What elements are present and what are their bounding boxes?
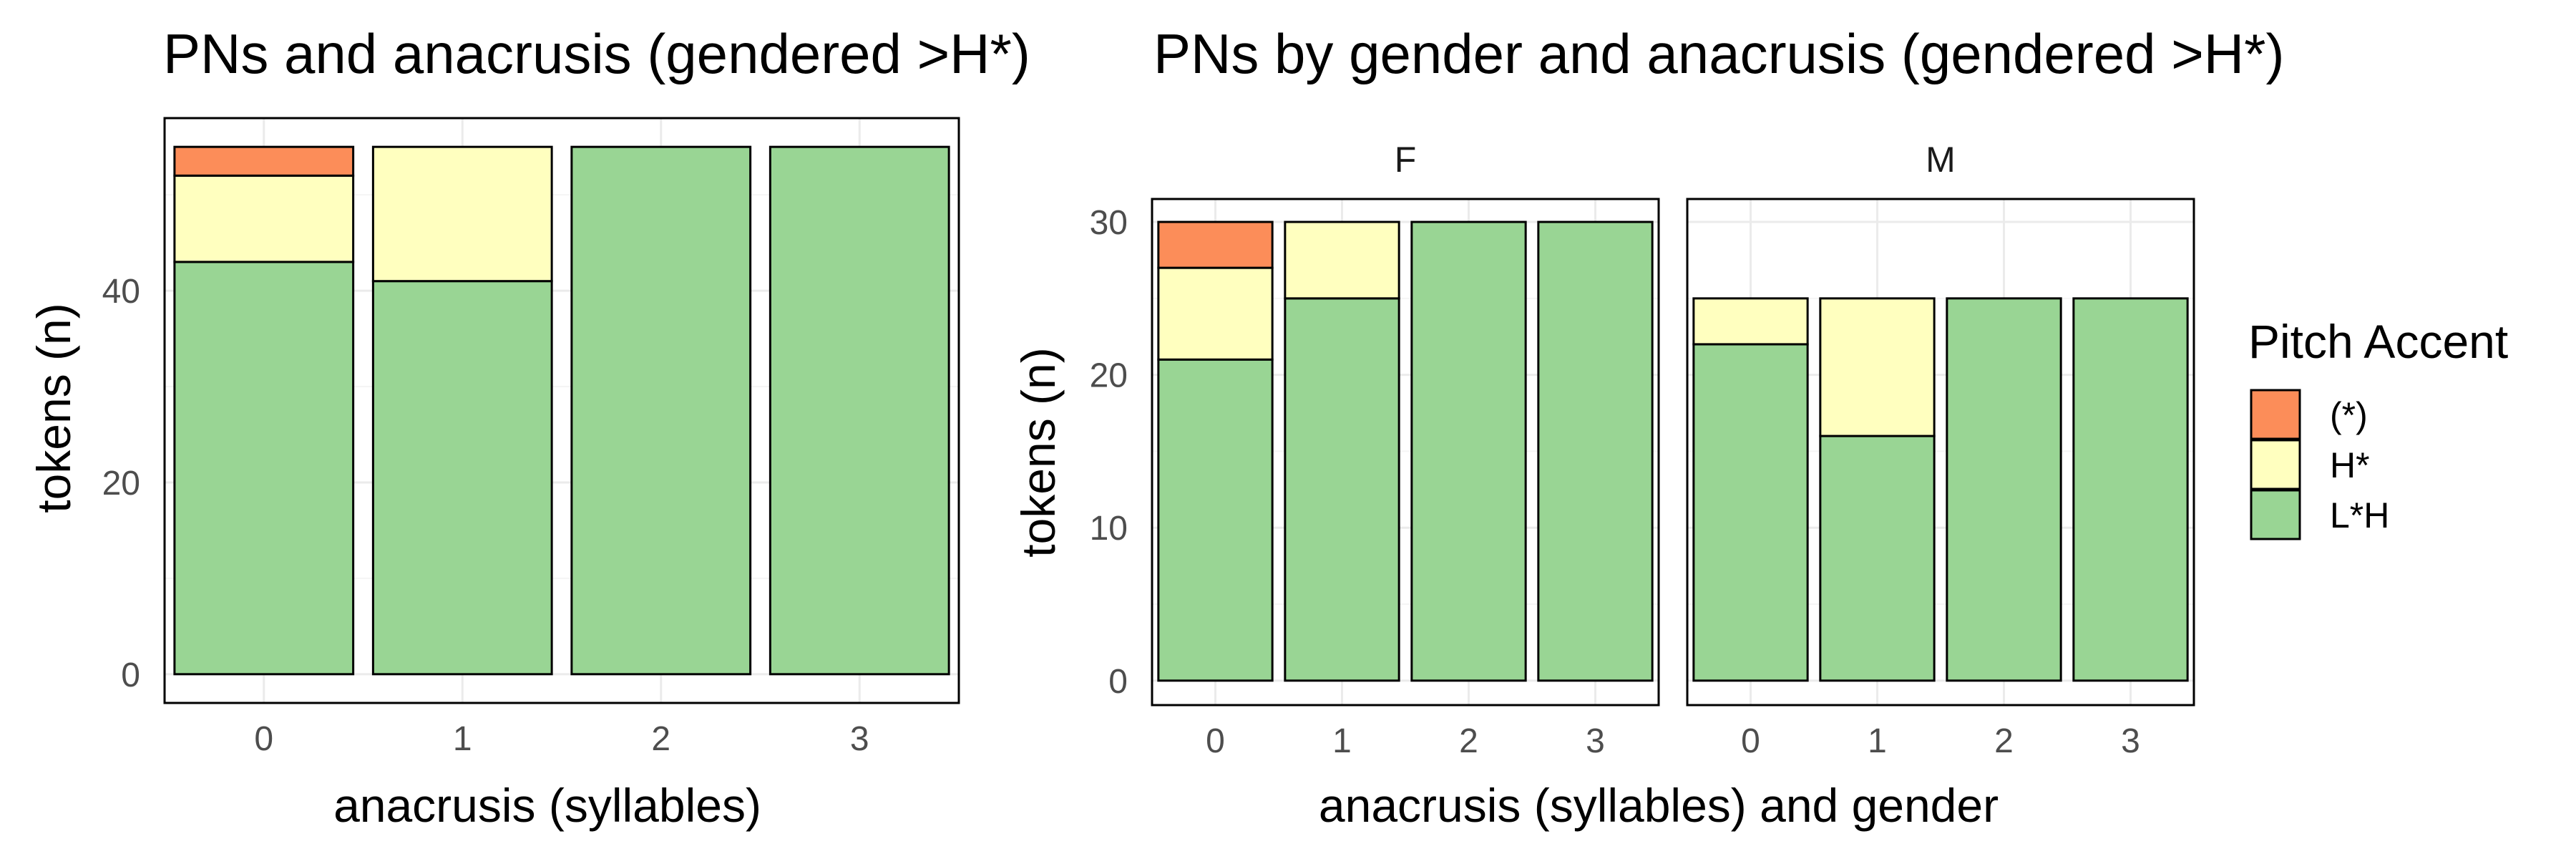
facet-panel-border [1686, 198, 2195, 707]
legend-label: H* [2330, 445, 2370, 485]
left-x-tick-label: 0 [254, 720, 273, 758]
left-chart-title: PNs and anacrusis (gendered >H*) [163, 22, 1030, 85]
right-y-axis-title: tokens (n) [1012, 347, 1065, 557]
right-x-axis-title: anacrusis (syllables) and gender [1319, 779, 1999, 832]
facet-strip-label: M [1926, 140, 1956, 180]
left-x-tick-label: 3 [850, 720, 869, 758]
left-y-tick-label: 40 [102, 273, 140, 311]
facet-f-bar-2-lh [1410, 220, 1527, 682]
left-bar-0-lh [173, 261, 355, 676]
facet-f-x-tick-label: 2 [1459, 722, 1478, 760]
facet-m-bar-3-lh [2072, 297, 2189, 682]
left-bar-3-lh [769, 145, 950, 676]
facet-m-bar-0-lh [1692, 343, 1809, 682]
facet-m-x-tick-label: 0 [1741, 722, 1760, 760]
facet-bars [1692, 297, 2189, 682]
right-y-ticks: 0 10 20 30 [1090, 204, 1128, 701]
legend-item: L*H [2250, 489, 2389, 540]
left-x-tick-label: 2 [651, 720, 670, 758]
facet-f-bar-0- [1157, 220, 1274, 269]
facet-m: M 0 1 2 3 [1686, 140, 2195, 760]
left-x-tick-label: 1 [453, 720, 472, 758]
facet-f-x-tick-label: 0 [1206, 722, 1225, 760]
right-y-tick-label: 0 [1108, 663, 1128, 701]
right-y-tick-label: 20 [1090, 357, 1128, 395]
facet-x-ticks: 0 1 2 3 [1206, 722, 1605, 760]
facet-m-x-tick-label: 2 [1994, 722, 2014, 760]
legend-swatch [2250, 489, 2301, 540]
left-bar-2-lh [570, 145, 752, 676]
facet-m-x-tick-label: 3 [2121, 722, 2140, 760]
facet-strip-label: F [1395, 140, 1417, 180]
chart-right: PNs by gender and anacrusis (gendered >H… [1012, 22, 2284, 832]
right-facets: F 0 1 2 3 M 0 1 2 3 [1151, 140, 2195, 760]
legend-swatch [2250, 439, 2301, 490]
left-y-tick-label: 20 [102, 465, 140, 503]
facet-f-bar-0-lh [1157, 358, 1274, 682]
facet-f-bar-1-lh [1284, 297, 1400, 682]
facet-m-bar-0-h [1692, 297, 1809, 346]
legend-item: (*) [2250, 389, 2368, 440]
facet-m-bar-1-h [1819, 297, 1936, 437]
right-y-tick-label: 30 [1090, 204, 1128, 242]
left-bar-0- [173, 145, 355, 177]
facet-m-bar-1-lh [1819, 435, 1936, 682]
facet-m-x-tick-label: 1 [1868, 722, 1887, 760]
legend-title: Pitch Accent [2248, 315, 2508, 368]
legend-swatch [2250, 389, 2301, 440]
left-panel-border [163, 117, 960, 704]
facet-m-bar-2-lh [1946, 297, 2062, 682]
left-y-axis-title: tokens (n) [27, 303, 80, 513]
left-bars [173, 145, 950, 676]
facet-f-x-tick-label: 3 [1586, 722, 1605, 760]
legend-items: (*) H* L*H [2250, 389, 2389, 540]
legend-label: (*) [2330, 395, 2368, 435]
facet-panel-border [1151, 198, 1660, 707]
facet-f-bar-0-h [1157, 266, 1274, 361]
facet-bars [1157, 220, 1654, 682]
left-y-ticks: 0 20 40 [102, 273, 140, 694]
left-bar-0-h [173, 174, 355, 263]
facet-f-x-tick-label: 1 [1332, 722, 1352, 760]
legend: Pitch Accent (*) H* L*H [2248, 315, 2508, 540]
facet-x-ticks: 0 1 2 3 [1741, 722, 2140, 760]
legend-label: L*H [2330, 495, 2389, 535]
left-x-axis-title: anacrusis (syllables) [333, 779, 761, 832]
legend-item: H* [2250, 439, 2370, 490]
left-y-tick-label: 0 [121, 656, 140, 694]
right-chart-title: PNs by gender and anacrusis (gendered >H… [1153, 22, 2284, 85]
facet-f-bar-3-lh [1537, 220, 1654, 682]
left-bar-1-lh [371, 280, 553, 676]
right-y-tick-label: 10 [1090, 510, 1128, 548]
left-x-ticks: 0 1 2 3 [254, 720, 869, 758]
facet-f-bar-1-h [1284, 220, 1400, 300]
facet-f: F 0 1 2 3 [1151, 140, 1660, 760]
left-bar-1-h [371, 145, 553, 283]
